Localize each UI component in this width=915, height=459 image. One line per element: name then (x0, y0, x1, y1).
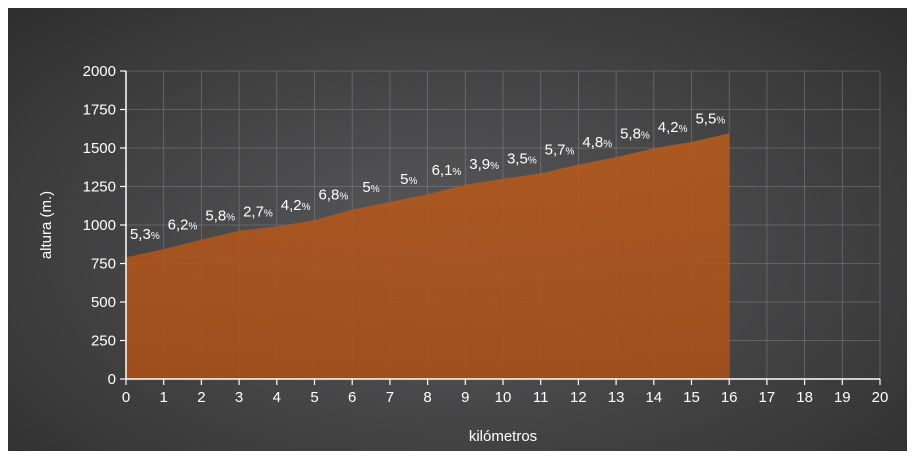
x-tick-label-12: 12 (570, 389, 587, 406)
x-axis-title: kilómetros (469, 428, 537, 445)
x-tick-label-20: 20 (872, 389, 889, 406)
grade-unit: % (490, 161, 499, 172)
grade-label: 5% (362, 179, 379, 196)
x-tick-label-10: 10 (495, 389, 512, 406)
grade-unit: % (679, 124, 688, 135)
x-tick-label-11: 11 (533, 389, 549, 406)
grade-labels: 5,3%6,2%5,8% 2,7% 4,2%6,8%5%5%6,1% 3,9% 3,5%… (130, 110, 725, 243)
grade-value: 6,2 (168, 217, 189, 234)
grade-value: 5,8 (205, 208, 226, 225)
grade-label: 3,9% (469, 156, 499, 173)
area-layer (126, 133, 730, 379)
x-tick-label-19: 19 (834, 389, 851, 406)
grade-label: 6,8% (318, 187, 348, 204)
y-tick-label-1500: 1500 (83, 140, 116, 157)
grade-label: 4,2% (281, 197, 311, 214)
x-tick-label-18: 18 (796, 389, 813, 406)
grade-unit: % (302, 202, 311, 213)
grade-label: 2,7% (243, 204, 273, 221)
x-tick-label-3: 3 (235, 389, 243, 406)
x-tick-label-1: 1 (160, 389, 168, 406)
grade-value: 3,9 (469, 156, 490, 173)
grade-value: 5,7 (545, 142, 566, 159)
grade-value: 3,5 (507, 150, 528, 167)
y-tick-label-1750: 1750 (83, 102, 116, 119)
grade-unit: % (452, 167, 461, 178)
grade-unit: % (566, 147, 575, 158)
y-tick-label-0: 0 (108, 371, 116, 388)
grade-label: 5,8% (620, 125, 650, 142)
x-tick-label-2: 2 (197, 389, 205, 406)
x-tick-label-13: 13 (608, 389, 625, 406)
y-tick-label-1000: 1000 (83, 217, 116, 234)
grade-value: 4,2 (281, 197, 302, 214)
x-tick-label-0: 0 (122, 389, 130, 406)
grade-unit: % (641, 130, 650, 141)
grade-value: 6,8 (318, 187, 339, 204)
grade-unit: % (189, 222, 198, 233)
x-tick-label-4: 4 (273, 389, 281, 406)
y-tick-label-500: 500 (91, 294, 116, 311)
grade-unit: % (264, 209, 273, 220)
grade-unit: % (226, 213, 235, 224)
grade-unit: % (528, 155, 537, 166)
x-tick-label-9: 9 (461, 389, 469, 406)
grade-value: 5 (400, 171, 408, 188)
grade-unit: % (716, 115, 725, 126)
grade-unit: % (408, 176, 417, 187)
x-tick-label-8: 8 (423, 389, 431, 406)
grade-value: 4,2 (658, 119, 679, 136)
y-tick-label-2000: 2000 (83, 63, 116, 80)
grade-value: 4,8 (582, 134, 603, 151)
y-axis-title: altura (m.) (38, 191, 55, 259)
grade-unit: % (371, 184, 380, 195)
grade-label: 6,1% (432, 162, 462, 179)
y-ticks: 0 250 500 750 1000 1250 1500 1750 2000 (83, 63, 126, 388)
grade-value: 6,1 (432, 162, 453, 179)
grade-value: 5,3 (130, 226, 151, 243)
grade-label: 5,7% (545, 142, 575, 159)
grade-value: 5 (362, 179, 370, 196)
grade-label: 4,2% (658, 119, 688, 136)
grade-label: 5,3% (130, 226, 160, 243)
x-tick-label-15: 15 (683, 389, 700, 406)
x-tick-label-5: 5 (310, 389, 318, 406)
y-tick-label-750: 750 (91, 256, 116, 273)
grade-value: 5,8 (620, 125, 641, 142)
grade-label: 4,8% (582, 134, 612, 151)
x-tick-label-14: 14 (645, 389, 662, 406)
x-tick-label-6: 6 (348, 389, 356, 406)
y-tick-label-1250: 1250 (83, 179, 116, 196)
grade-label: 5% (400, 171, 417, 188)
grade-unit: % (151, 231, 160, 242)
grade-value: 2,7 (243, 204, 264, 221)
grade-unit: % (339, 192, 348, 203)
grade-label: 3,5% (507, 150, 537, 167)
grade-label: 5,8% (205, 208, 235, 225)
grade-value: 5,5 (695, 110, 716, 127)
y-tick-label-250: 250 (91, 333, 116, 350)
x-tick-label-17: 17 (759, 389, 776, 406)
x-ticks: 0 1 2 3 4 5 6 7 8 9 10 11 12 13 14 15 16 17 18 19 20 (122, 379, 889, 406)
elevation-area (126, 133, 730, 379)
x-tick-label-7: 7 (386, 389, 394, 406)
grade-label: 5,5% (695, 110, 725, 127)
grade-unit: % (603, 139, 612, 150)
grade-label: 6,2% (168, 217, 198, 234)
x-tick-label-16: 16 (721, 389, 738, 406)
